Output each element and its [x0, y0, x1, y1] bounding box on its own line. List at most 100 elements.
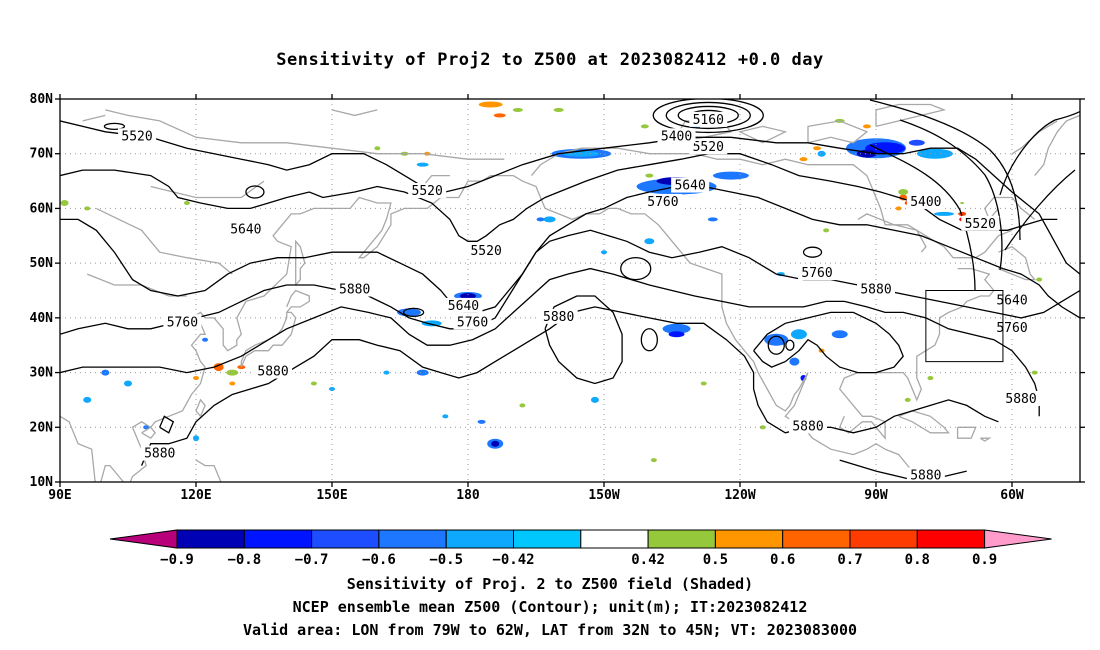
sensitivity-blob	[383, 370, 390, 375]
sensitivity-blob	[904, 397, 911, 402]
coastline	[530, 147, 1013, 259]
coastline	[195, 398, 206, 417]
z500-closed-contour	[785, 339, 795, 351]
contour-label-bg	[689, 139, 728, 155]
sensitivity-blob	[960, 201, 965, 204]
colorbar-tick-label: 0.8	[905, 552, 930, 568]
contour-label-bg	[906, 467, 945, 482]
lat-label: 60N	[30, 201, 54, 216]
contour-labels: 5520552055205520552054005400516056405640…	[118, 111, 1041, 482]
sensitivity-blob	[83, 396, 92, 403]
coastline	[286, 289, 310, 313]
coastline	[1034, 114, 1080, 177]
coastline	[86, 273, 187, 297]
lon-label: 150W	[588, 488, 619, 503]
contour-label: 5640	[448, 299, 479, 314]
colorbar-swatch	[311, 529, 380, 549]
coastline	[240, 311, 297, 368]
contour-label-bg	[857, 281, 895, 297]
colorbar-tick-label: −0.6	[362, 552, 396, 568]
sensitivity-blob	[601, 250, 607, 255]
colorbar-tick-label: 0.6	[770, 552, 795, 568]
sensitivity-blob	[421, 320, 442, 327]
colorbar-tick-label: −0.42	[492, 552, 534, 568]
colorbar-tick-label: 0.9	[972, 552, 997, 568]
z500-closed-contour	[245, 185, 265, 199]
sensitivity-blob	[183, 200, 190, 205]
lon-label: 150E	[316, 488, 347, 503]
sensitivity-blob	[908, 139, 925, 146]
z500-contour-line	[544, 295, 623, 385]
coastline	[738, 125, 788, 144]
map-frame	[59, 98, 1081, 483]
sensitivity-blob	[416, 369, 429, 376]
z500-contour-line	[999, 110, 1080, 196]
contour-label: 5640	[230, 222, 261, 237]
sensitivity-blob	[143, 425, 150, 430]
sensitivity-blob	[553, 107, 564, 112]
sensitivity-blob	[202, 337, 209, 342]
contour-label: 5520	[412, 184, 443, 199]
contour-label: 5760	[167, 315, 198, 330]
sensitivity-blob	[1036, 277, 1043, 282]
contour-label: 5880	[257, 365, 288, 380]
lon-label: 90W	[864, 488, 888, 503]
coastline	[96, 207, 233, 275]
sensitivity-blob	[84, 206, 91, 211]
colorbar-tick-label: 0.7	[837, 552, 862, 568]
contour-label: 5880	[1005, 392, 1036, 407]
contour-label: 5520	[470, 244, 501, 259]
coastline	[195, 459, 222, 482]
sensitivity-blob	[536, 217, 545, 222]
contour-label: 5400	[910, 195, 941, 210]
z500-closed-contour	[402, 307, 425, 318]
colorbar-swatch	[849, 529, 918, 549]
contour-label: 5640	[674, 179, 705, 194]
caption-shading: Sensitivity of Proj. 2 to Z500 field (Sh…	[346, 575, 754, 593]
contour-label: 5760	[801, 266, 832, 281]
z500-closed-contour	[665, 101, 751, 130]
contour-label: 5400	[661, 129, 692, 144]
caption-valid-area: Valid area: LON from 79W to 62W, LAT fro…	[242, 621, 858, 639]
sensitivity-blob	[374, 146, 381, 151]
sensitivity-blob	[831, 330, 848, 339]
contour-label-bg	[335, 281, 374, 297]
sensitivity-blob	[491, 440, 500, 447]
sensitivity-blob	[226, 369, 239, 376]
z500-contour-line	[753, 311, 904, 374]
colorbar-swatch	[647, 529, 716, 549]
sensitivity-blob	[193, 435, 199, 442]
valid-area-box	[925, 290, 1004, 363]
coastline	[422, 174, 450, 187]
z500-contour-line	[140, 306, 999, 466]
sensitivity-blob	[310, 381, 317, 386]
colorbar-tick-label: −0.7	[295, 552, 329, 568]
sensitivity-blob	[764, 333, 789, 346]
coastline	[956, 426, 977, 439]
sensitivity-blob	[916, 148, 953, 159]
caption-contour: NCEP ensemble mean Z500 (Contour); unit(…	[292, 598, 808, 616]
contour-label-bg	[254, 363, 293, 379]
sensitivity-blob	[416, 162, 429, 167]
contour-label-bg	[118, 128, 157, 144]
sensitivity-blob	[590, 396, 599, 403]
z500-contour-line	[60, 120, 1080, 275]
lat-label: 20N	[30, 420, 54, 435]
colorbar-swatch	[782, 529, 851, 549]
sensitivity-blob	[799, 157, 808, 162]
coastline	[105, 109, 505, 160]
sensitivity-blob	[650, 458, 657, 463]
sensitivity-blob	[213, 363, 224, 372]
colorbar-swatch	[916, 529, 986, 549]
contour-label-bg	[671, 177, 710, 193]
contour-label: 5520	[965, 217, 996, 232]
z500-contour-line	[1004, 169, 1076, 251]
sensitivity-blob	[512, 107, 523, 112]
contour-label: 5520	[121, 129, 152, 144]
sensitivity-blob	[193, 376, 199, 381]
sensitivity-blob	[329, 386, 335, 391]
sensitivity-blob	[48, 348, 54, 354]
lat-label: 80N	[30, 92, 54, 107]
